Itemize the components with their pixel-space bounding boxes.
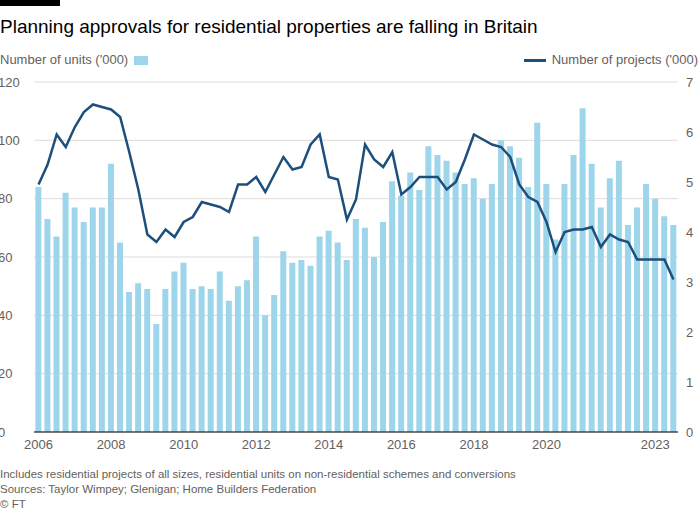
svg-text:2: 2 xyxy=(686,325,692,340)
svg-text:2010: 2010 xyxy=(169,437,198,452)
svg-text:40: 40 xyxy=(8,308,12,323)
svg-text:0: 0 xyxy=(686,425,692,440)
svg-text:2012: 2012 xyxy=(242,437,271,452)
svg-text:2014: 2014 xyxy=(314,437,343,452)
svg-text:1: 1 xyxy=(686,375,692,390)
svg-text:80: 80 xyxy=(8,191,12,206)
svg-text:2008: 2008 xyxy=(97,437,126,452)
html-text:Number of projects ('000): Number of projects ('000) xyxy=(551,52,698,67)
svg-text:60: 60 xyxy=(8,250,12,265)
svg-text:7: 7 xyxy=(686,75,692,90)
html-text:Sources: Taylor Wimpey; Glenig: Sources: Taylor Wimpey; Glenigan; Home B… xyxy=(0,483,317,495)
html-text:Includes residential projects: Includes residential projects of all siz… xyxy=(0,468,516,480)
svg-text:20: 20 xyxy=(8,366,12,381)
html-text:Planning approvals for residen: Planning approvals for residential prope… xyxy=(0,16,538,37)
svg-text:3: 3 xyxy=(686,275,692,290)
svg-text:5: 5 xyxy=(686,175,692,190)
svg-text:6: 6 xyxy=(686,125,692,140)
html-text:© FT: © FT xyxy=(0,498,26,510)
svg-text:100: 100 xyxy=(8,133,20,148)
svg-text:2006: 2006 xyxy=(24,437,53,452)
svg-text:2020: 2020 xyxy=(532,437,561,452)
svg-text:2016: 2016 xyxy=(387,437,416,452)
svg-text:2023: 2023 xyxy=(641,437,670,452)
html-text:Number of units ('000): Number of units ('000) xyxy=(0,52,129,67)
svg-text:2018: 2018 xyxy=(459,437,488,452)
svg-text:4: 4 xyxy=(686,225,692,240)
svg-text:120: 120 xyxy=(8,75,20,90)
